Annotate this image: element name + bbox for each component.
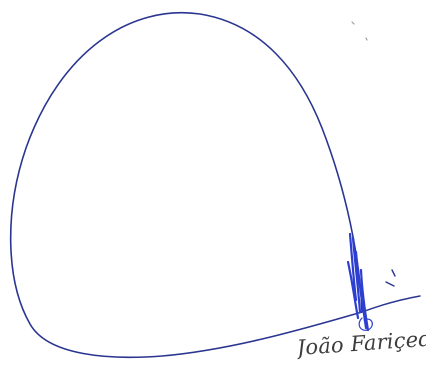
- signature-loop-stroke: [9, 12, 363, 359]
- signature-tick-mark: [385, 269, 396, 287]
- stray-ink-dots: [351, 21, 368, 41]
- signature-small-loop: [358, 317, 373, 331]
- signature-vertical-mark: [346, 232, 370, 332]
- signature-tail-stroke: [361, 295, 421, 313]
